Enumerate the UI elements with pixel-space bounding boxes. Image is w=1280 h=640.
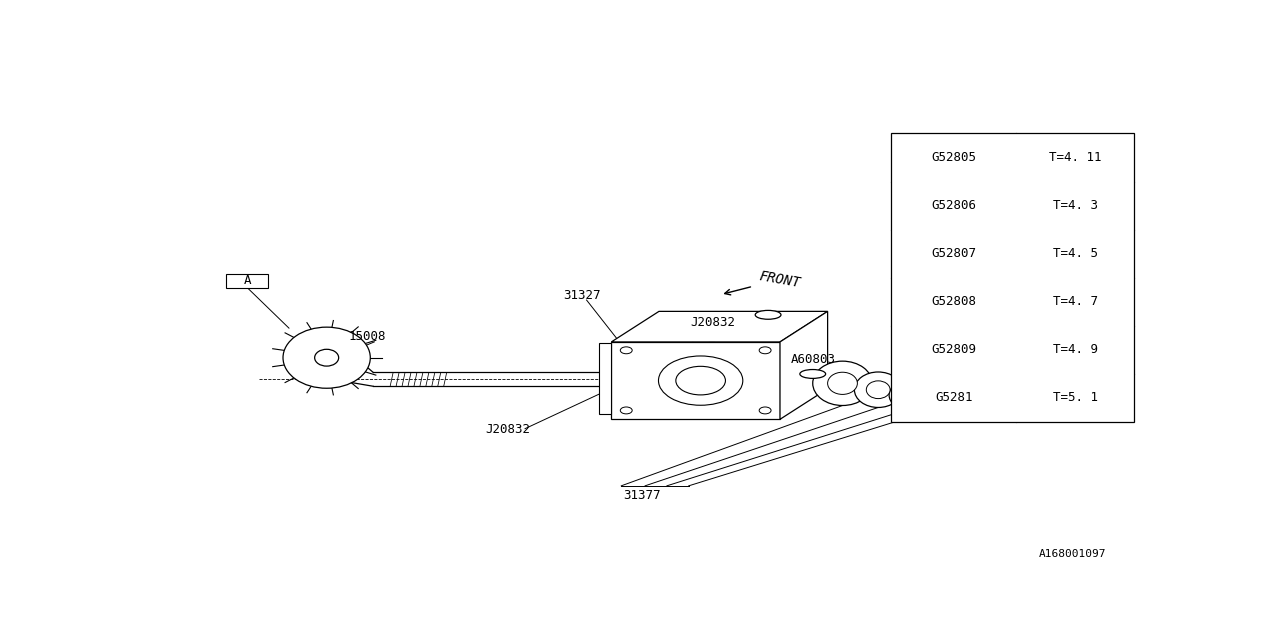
- Text: T=4. 7: T=4. 7: [1052, 295, 1098, 308]
- Ellipse shape: [828, 372, 858, 394]
- Text: 31377: 31377: [623, 489, 660, 502]
- Ellipse shape: [759, 347, 771, 354]
- Ellipse shape: [676, 366, 726, 395]
- Ellipse shape: [621, 347, 632, 354]
- Text: G52807: G52807: [931, 247, 977, 260]
- Ellipse shape: [855, 372, 902, 408]
- Polygon shape: [612, 312, 828, 342]
- Text: 31327: 31327: [563, 289, 600, 301]
- Text: T=4. 9: T=4. 9: [1052, 343, 1098, 356]
- Text: T=4. 3: T=4. 3: [1052, 199, 1098, 212]
- Ellipse shape: [658, 356, 742, 405]
- Ellipse shape: [890, 381, 927, 410]
- Text: A: A: [243, 275, 251, 287]
- Text: G52809: G52809: [931, 343, 977, 356]
- Text: A168001097: A168001097: [1039, 548, 1106, 559]
- Ellipse shape: [755, 310, 781, 319]
- Text: J20832: J20832: [691, 316, 736, 329]
- Bar: [227, 274, 268, 288]
- Text: 15008: 15008: [348, 330, 387, 344]
- Text: G52808: G52808: [931, 295, 977, 308]
- Ellipse shape: [899, 388, 918, 403]
- Text: G5281: G5281: [934, 391, 973, 404]
- Text: G52806: G52806: [931, 199, 977, 212]
- Ellipse shape: [283, 327, 370, 388]
- Ellipse shape: [813, 361, 872, 406]
- Text: A60803: A60803: [791, 353, 836, 365]
- Ellipse shape: [924, 394, 940, 405]
- Ellipse shape: [867, 381, 890, 399]
- Text: FRONT: FRONT: [758, 269, 801, 291]
- Ellipse shape: [621, 407, 632, 414]
- Text: T=4. 5: T=4. 5: [1052, 247, 1098, 260]
- Polygon shape: [599, 343, 612, 414]
- Text: T=5. 1: T=5. 1: [1052, 391, 1098, 404]
- Bar: [891, 134, 1134, 422]
- Text: G52805: G52805: [931, 151, 977, 164]
- Polygon shape: [780, 312, 828, 419]
- Ellipse shape: [800, 369, 826, 378]
- Text: T=4. 11: T=4. 11: [1048, 151, 1102, 164]
- Ellipse shape: [916, 388, 947, 410]
- Text: J20832: J20832: [485, 422, 530, 436]
- Ellipse shape: [315, 349, 339, 366]
- Polygon shape: [612, 342, 780, 419]
- Ellipse shape: [759, 407, 771, 414]
